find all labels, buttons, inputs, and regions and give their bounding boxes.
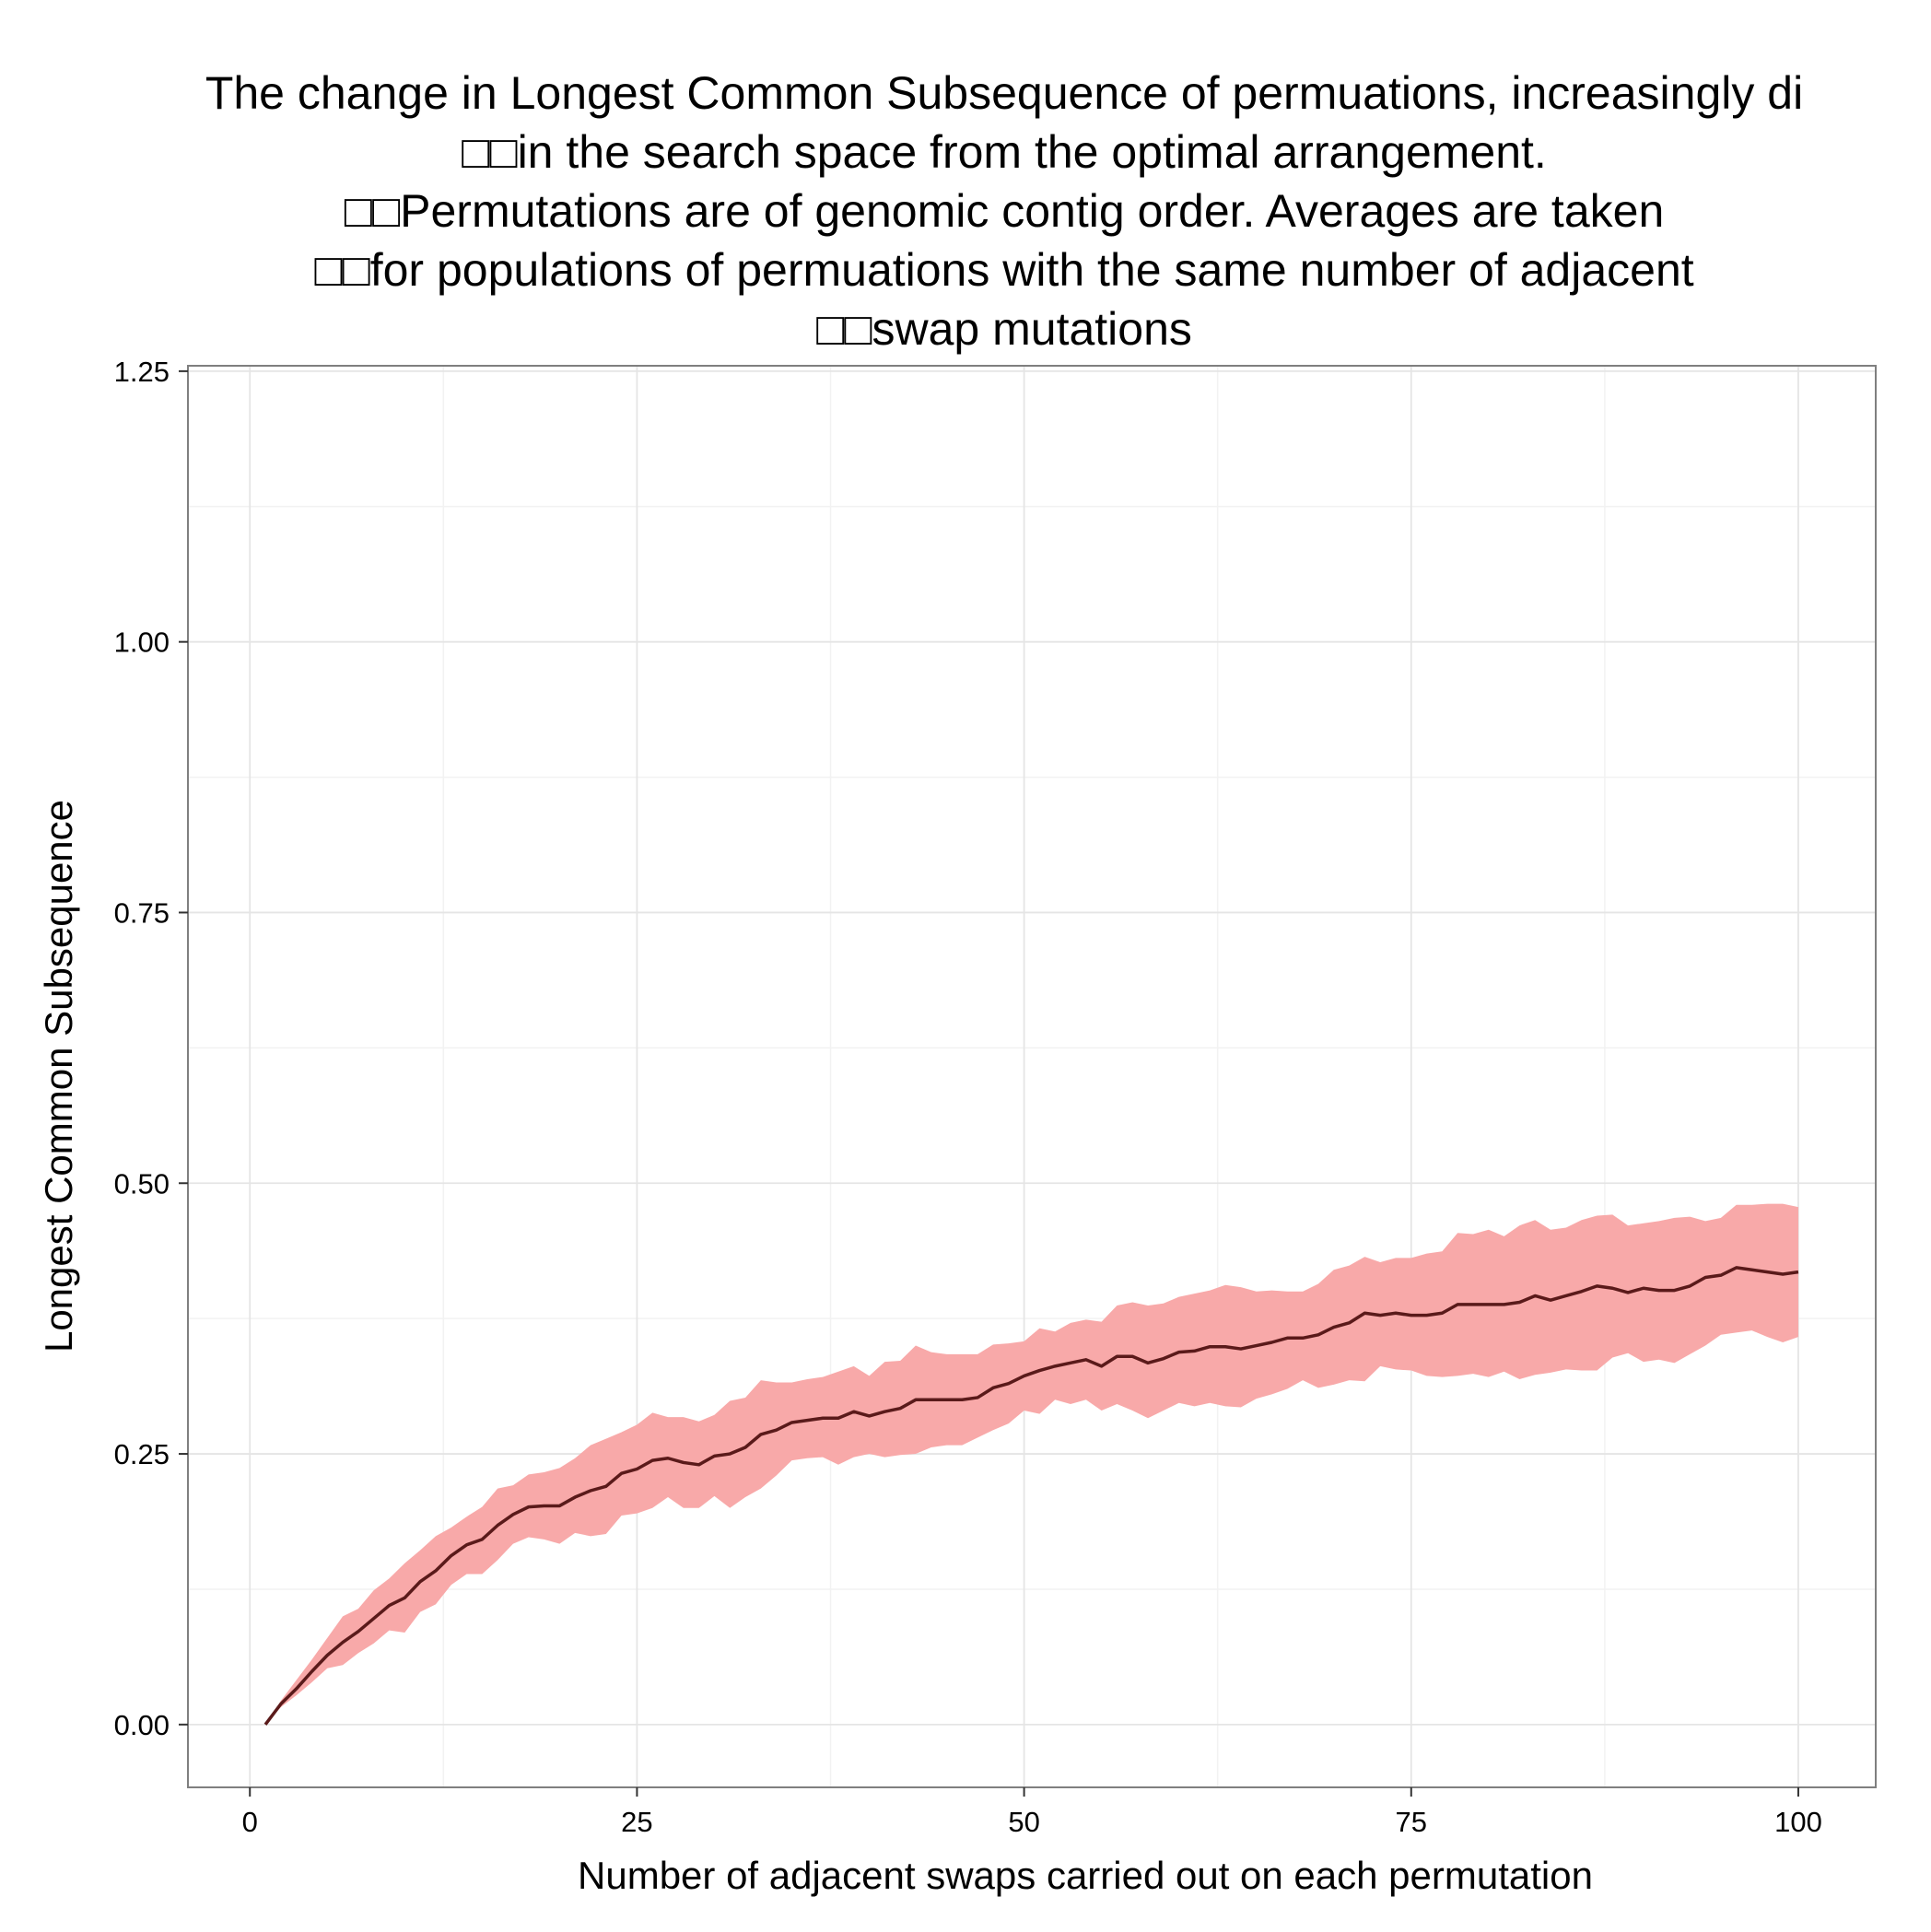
y-tick-label: 1.25 [114,356,170,388]
chart-title-line-2: □□in the search space from the optimal a… [462,126,1547,178]
y-tick-label: 0.75 [114,896,170,929]
confidence-ribbon [265,1203,1798,1725]
chart-title-line-4: □□for populations of permuations with th… [314,244,1693,296]
y-axis: 0.00 0.25 0.50 0.75 1.00 1.25 [114,356,188,1741]
y-tick-label: 0.50 [114,1167,170,1200]
grid-minor [188,366,1876,1787]
grid-major [188,366,1876,1787]
x-axis: 0 25 50 75 100 [242,1787,1822,1838]
chart-title-line-1: The change in Longest Common Subsequence… [205,67,1803,119]
x-tick-label: 100 [1774,1806,1822,1838]
y-tick-label: 0.25 [114,1438,170,1470]
chart-title: The change in Longest Common Subsequence… [205,67,1803,355]
mean-line [263,1266,1799,1726]
x-axis-title: Number of adjacent swaps carried out on … [578,1854,1593,1897]
chart-title-line-5: □□swap mutations [816,303,1192,355]
y-tick-label: 0.00 [114,1709,170,1741]
x-tick-label: 75 [1396,1806,1427,1838]
chart-title-line-3: □□Permutations are of genomic contig ord… [345,185,1665,237]
x-tick-label: 0 [242,1806,258,1838]
x-tick-label: 25 [621,1806,652,1838]
y-axis-title: Longest Common Subsequence [37,800,80,1352]
x-tick-label: 50 [1008,1806,1039,1838]
y-tick-label: 1.00 [114,626,170,659]
plot-panel-border [187,365,1877,1788]
